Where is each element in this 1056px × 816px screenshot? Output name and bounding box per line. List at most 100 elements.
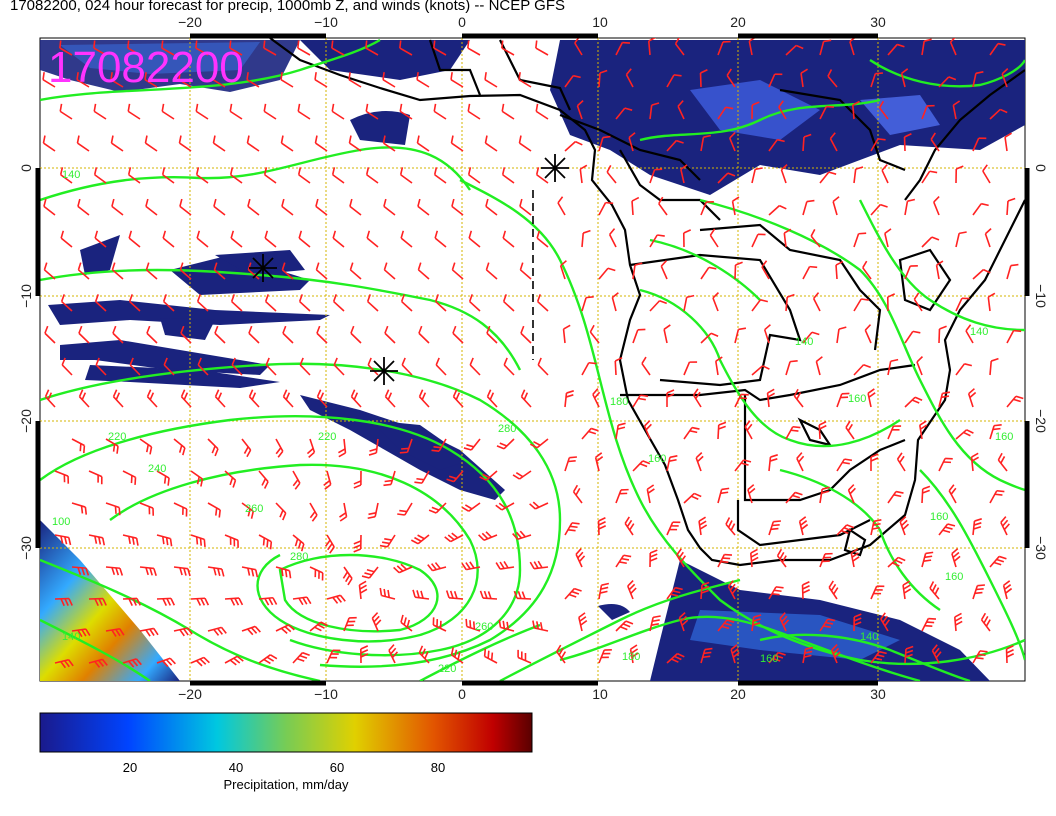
wind-barb [248,325,260,344]
wind-barb [146,325,158,344]
wind-barb [105,627,125,637]
wind-barb [921,170,938,184]
wind-barb [749,548,759,568]
lon-tick-label: 20 [730,686,746,702]
wind-barb [727,580,738,600]
wind-barb [518,72,532,88]
wind-barb [42,135,56,152]
wind-barb [801,581,811,600]
wind-barb [768,651,786,664]
wind-barb [263,167,277,184]
wind-barb [247,262,260,280]
wind-barb [496,438,515,450]
wind-barb [360,645,369,664]
wind-barb [564,390,574,408]
wind-barb [433,40,447,56]
wind-barb [641,356,651,376]
wind-barb [139,502,155,516]
wind-barb [683,492,702,504]
wind-barb [884,228,892,248]
wind-barb [666,74,682,88]
wind-barb [297,40,311,56]
lat-tick-label: −30 [1033,536,1049,560]
wind-barb [853,298,869,312]
wind-barb [598,267,616,280]
lon-tick-label: −10 [314,14,338,30]
wind-barb [785,293,795,312]
wind-barb [676,548,687,568]
contour-label: 140 [62,631,80,643]
wind-barb [467,40,481,56]
wind-barb [382,72,396,88]
lon-tick-label: −10 [314,686,338,702]
wind-barb [467,103,481,120]
wind-barb [112,389,124,408]
wind-barb [315,262,328,280]
wind-barb [827,69,838,88]
wind-barb [965,324,974,344]
wind-barb [156,534,173,547]
wind-barb [292,651,310,664]
wind-barb [95,357,107,376]
wind-barb [519,262,532,280]
wind-barb [870,203,888,216]
wind-barb [734,261,743,280]
wind-barb [643,420,652,440]
wind-barb [214,325,226,344]
wind-barb [333,357,345,376]
wind-barb [564,587,582,600]
wind-barb [173,502,188,517]
wind-barb [498,619,515,632]
wind-barb [400,294,413,312]
wind-barb [461,502,481,512]
wind-barb [309,502,318,522]
wind-barb [537,357,549,376]
wind-barb [921,485,931,504]
lat-tick-label: −20 [1033,409,1049,433]
wind-barb [921,236,940,248]
wind-barb [796,452,805,472]
wind-barb [207,566,225,577]
wind-barb [94,230,107,248]
wind-barb [632,460,651,472]
wind-barb [241,438,252,458]
wind-barb [867,388,876,408]
wind-barb [751,167,763,184]
wind-barb [1000,516,1010,536]
edge-marks [35,33,1030,686]
wind-barb [953,612,963,632]
wind-barb [446,470,464,483]
wind-barb [878,100,889,120]
wind-barb [339,502,348,522]
wind-barb [61,357,73,376]
wind-barb [730,644,740,664]
wind-barb [78,325,90,344]
wind-barb [501,40,515,56]
contour-label: 160 [945,571,963,583]
wind-barb [368,438,379,456]
wind-barb [709,228,719,248]
wind-barb [881,164,889,184]
wind-barb [382,135,396,152]
wind-barb [379,587,396,600]
wind-barb [156,597,176,606]
wind-barb [212,135,226,152]
wind-barb [972,650,988,664]
wind-barb [535,167,549,184]
wind-barb [886,293,896,312]
wind-barb [105,566,124,576]
wind-barb [512,470,532,480]
wind-barb [94,294,107,312]
wind-barb [726,68,736,88]
bottom-lon-labels: −20 −10 0 10 20 30 [178,686,886,702]
coastlines [269,38,1025,567]
colorbar-tick-label: 40 [229,760,243,775]
wind-barb [417,198,430,216]
wind-barb [887,43,905,56]
wind-barb [683,426,700,440]
wind-barb [71,628,91,638]
wind-barb [110,135,124,152]
wind-barb [899,516,910,536]
wind-barb [870,650,887,664]
wind-barb [78,389,90,408]
